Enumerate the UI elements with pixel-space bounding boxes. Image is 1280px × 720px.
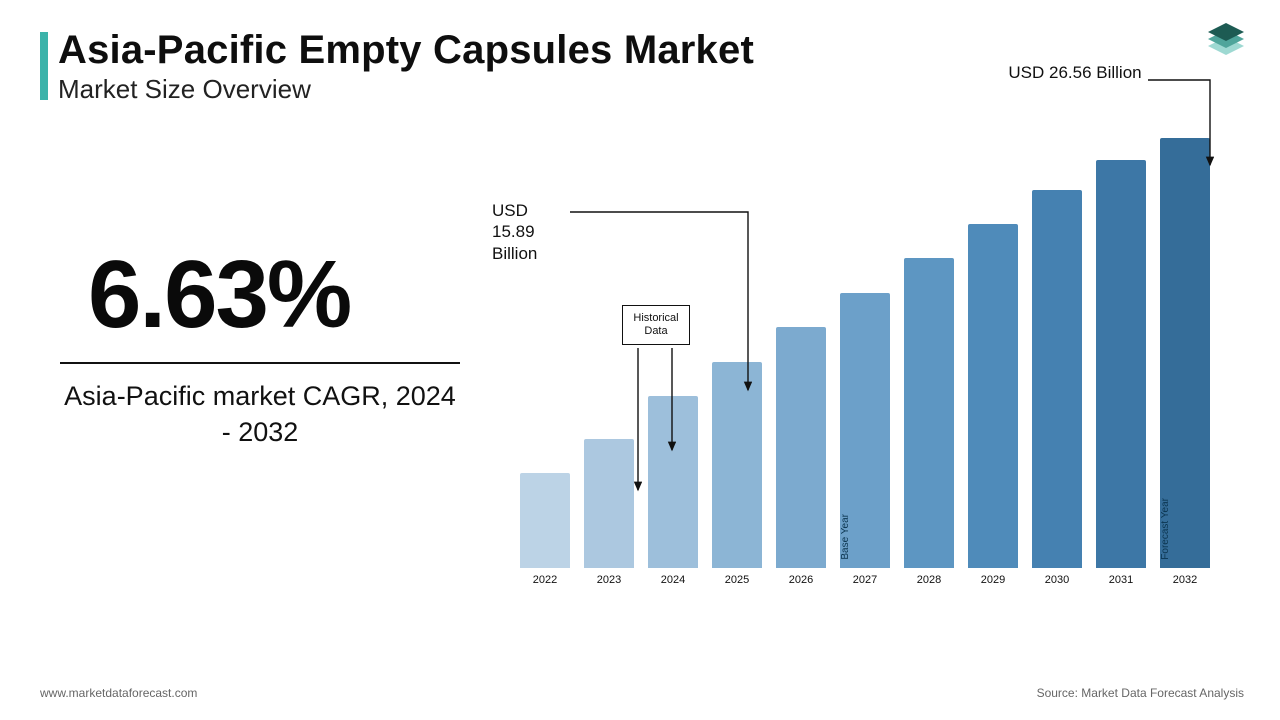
bar-wrap: Forecast Year 2032 bbox=[1160, 138, 1210, 586]
bar-wrap: 2025 bbox=[712, 362, 762, 586]
bar-year-label: 2030 bbox=[1045, 574, 1069, 586]
bar: Base Year bbox=[840, 293, 890, 568]
bar bbox=[520, 473, 570, 568]
bar-year-label: 2031 bbox=[1109, 574, 1133, 586]
bar-year-label: 2029 bbox=[981, 574, 1005, 586]
bar-wrap: 2023 bbox=[584, 439, 634, 586]
bar bbox=[776, 327, 826, 568]
brand-logo-icon bbox=[1200, 20, 1252, 72]
bar-wrap: 2030 bbox=[1032, 190, 1082, 586]
bar-chart: 2022 2023 2024 2025 2026 Base Year 2027 2028 202… bbox=[520, 140, 1240, 610]
bar-year-label: 2024 bbox=[661, 574, 685, 586]
page-title: Asia-Pacific Empty Capsules Market bbox=[58, 28, 754, 73]
bar-wrap: 2031 bbox=[1096, 160, 1146, 587]
footer-url: www.marketdataforecast.com bbox=[40, 686, 197, 700]
bar-year-label: 2027 bbox=[853, 574, 877, 586]
callout-forecast-value: USD 26.56 Billion bbox=[1000, 62, 1150, 83]
bar-year-label: 2023 bbox=[597, 574, 621, 586]
bar bbox=[1096, 160, 1146, 569]
page-subtitle: Market Size Overview bbox=[58, 74, 311, 105]
callout-historical-data: Historical Data bbox=[622, 305, 690, 345]
bar bbox=[904, 258, 954, 568]
callout-base-value: USD 15.89 Billion bbox=[492, 200, 572, 264]
bar-series: 2022 2023 2024 2025 2026 Base Year 2027 2028 202… bbox=[520, 146, 1240, 586]
page-root: Asia-Pacific Empty Capsules Market Marke… bbox=[0, 0, 1280, 720]
bar bbox=[1032, 190, 1082, 568]
bar-wrap: 2022 bbox=[520, 473, 570, 586]
bar: Forecast Year bbox=[1160, 138, 1210, 568]
bar-inline-label: Base Year bbox=[840, 514, 890, 560]
bar-year-label: 2022 bbox=[533, 574, 557, 586]
cagr-label: Asia-Pacific market CAGR, 2024 - 2032 bbox=[60, 378, 460, 451]
bar-year-label: 2032 bbox=[1173, 574, 1197, 586]
bar-year-label: 2025 bbox=[725, 574, 749, 586]
bar-wrap: 2028 bbox=[904, 258, 954, 586]
bar-wrap: 2024 bbox=[648, 396, 698, 586]
bar bbox=[584, 439, 634, 568]
bar-year-label: 2028 bbox=[917, 574, 941, 586]
bar-inline-label: Forecast Year bbox=[1160, 498, 1210, 560]
title-accent-bar bbox=[40, 32, 48, 100]
bar-wrap: Base Year 2027 bbox=[840, 293, 890, 586]
bar-wrap: 2026 bbox=[776, 327, 826, 586]
bar-year-label: 2026 bbox=[789, 574, 813, 586]
cagr-divider bbox=[60, 362, 460, 364]
bar bbox=[648, 396, 698, 568]
footer-source: Source: Market Data Forecast Analysis bbox=[1037, 686, 1244, 700]
cagr-value: 6.63% bbox=[88, 240, 350, 350]
bar-wrap: 2029 bbox=[968, 224, 1018, 586]
bar bbox=[712, 362, 762, 568]
bar bbox=[968, 224, 1018, 568]
